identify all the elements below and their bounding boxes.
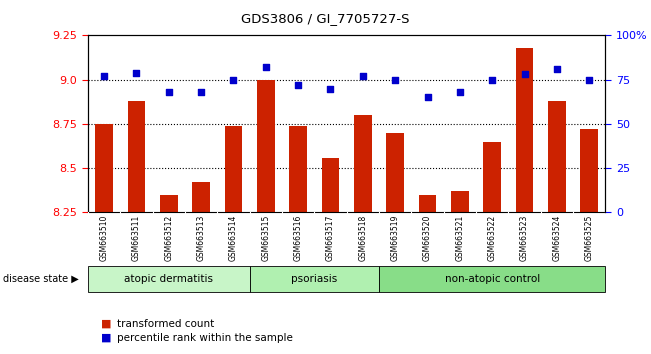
Text: GSM663517: GSM663517 [326, 215, 335, 261]
Point [99, 73, 109, 79]
Bar [160, 195, 178, 212]
Text: disease state ▶: disease state ▶ [3, 274, 79, 284]
Bar [483, 142, 501, 212]
Text: GSM663512: GSM663512 [164, 215, 173, 261]
Bar [88, 266, 249, 292]
Text: GSM663525: GSM663525 [585, 215, 594, 261]
Text: non-atopic control: non-atopic control [445, 274, 540, 284]
Point [519, 72, 530, 77]
Bar [95, 124, 113, 212]
Text: GSM663515: GSM663515 [261, 215, 270, 261]
Text: GSM663511: GSM663511 [132, 215, 141, 261]
Bar [580, 129, 598, 212]
Point [584, 77, 594, 82]
Point [293, 82, 303, 88]
Point [196, 89, 206, 95]
Text: ■: ■ [101, 333, 111, 343]
Bar [128, 101, 145, 212]
Bar [192, 182, 210, 212]
Bar [354, 115, 372, 212]
Point [260, 64, 271, 70]
Text: ■: ■ [101, 319, 111, 329]
Point [326, 86, 336, 91]
Point [357, 73, 368, 79]
Bar [249, 266, 379, 292]
Point [551, 66, 562, 72]
Text: GSM663521: GSM663521 [455, 215, 464, 261]
Bar [257, 80, 275, 212]
Text: psoriasis: psoriasis [291, 274, 337, 284]
Point [163, 89, 174, 95]
Text: transformed count: transformed count [117, 319, 214, 329]
Text: GSM663519: GSM663519 [391, 215, 400, 261]
Text: GSM663513: GSM663513 [197, 215, 206, 261]
Text: GSM663523: GSM663523 [520, 215, 529, 261]
Bar [548, 101, 566, 212]
Bar [516, 48, 533, 212]
Bar [451, 191, 469, 212]
Point [132, 70, 142, 75]
Text: GSM663520: GSM663520 [423, 215, 432, 261]
Bar [379, 266, 605, 292]
Point [454, 89, 465, 95]
Bar [322, 158, 339, 212]
Point [487, 77, 497, 82]
Bar [386, 133, 404, 212]
Text: GSM663524: GSM663524 [553, 215, 561, 261]
Bar [225, 126, 242, 212]
Point [422, 95, 433, 100]
Text: percentile rank within the sample: percentile rank within the sample [117, 333, 293, 343]
Point [229, 77, 239, 82]
Text: GSM663518: GSM663518 [358, 215, 367, 261]
Text: GSM663514: GSM663514 [229, 215, 238, 261]
Text: GSM663516: GSM663516 [294, 215, 303, 261]
Text: GSM663522: GSM663522 [488, 215, 497, 261]
Bar [419, 195, 436, 212]
Bar [289, 126, 307, 212]
Text: GDS3806 / GI_7705727-S: GDS3806 / GI_7705727-S [242, 12, 409, 25]
Point [390, 77, 400, 82]
Text: atopic dermatitis: atopic dermatitis [124, 274, 214, 284]
Text: GSM663510: GSM663510 [100, 215, 109, 261]
